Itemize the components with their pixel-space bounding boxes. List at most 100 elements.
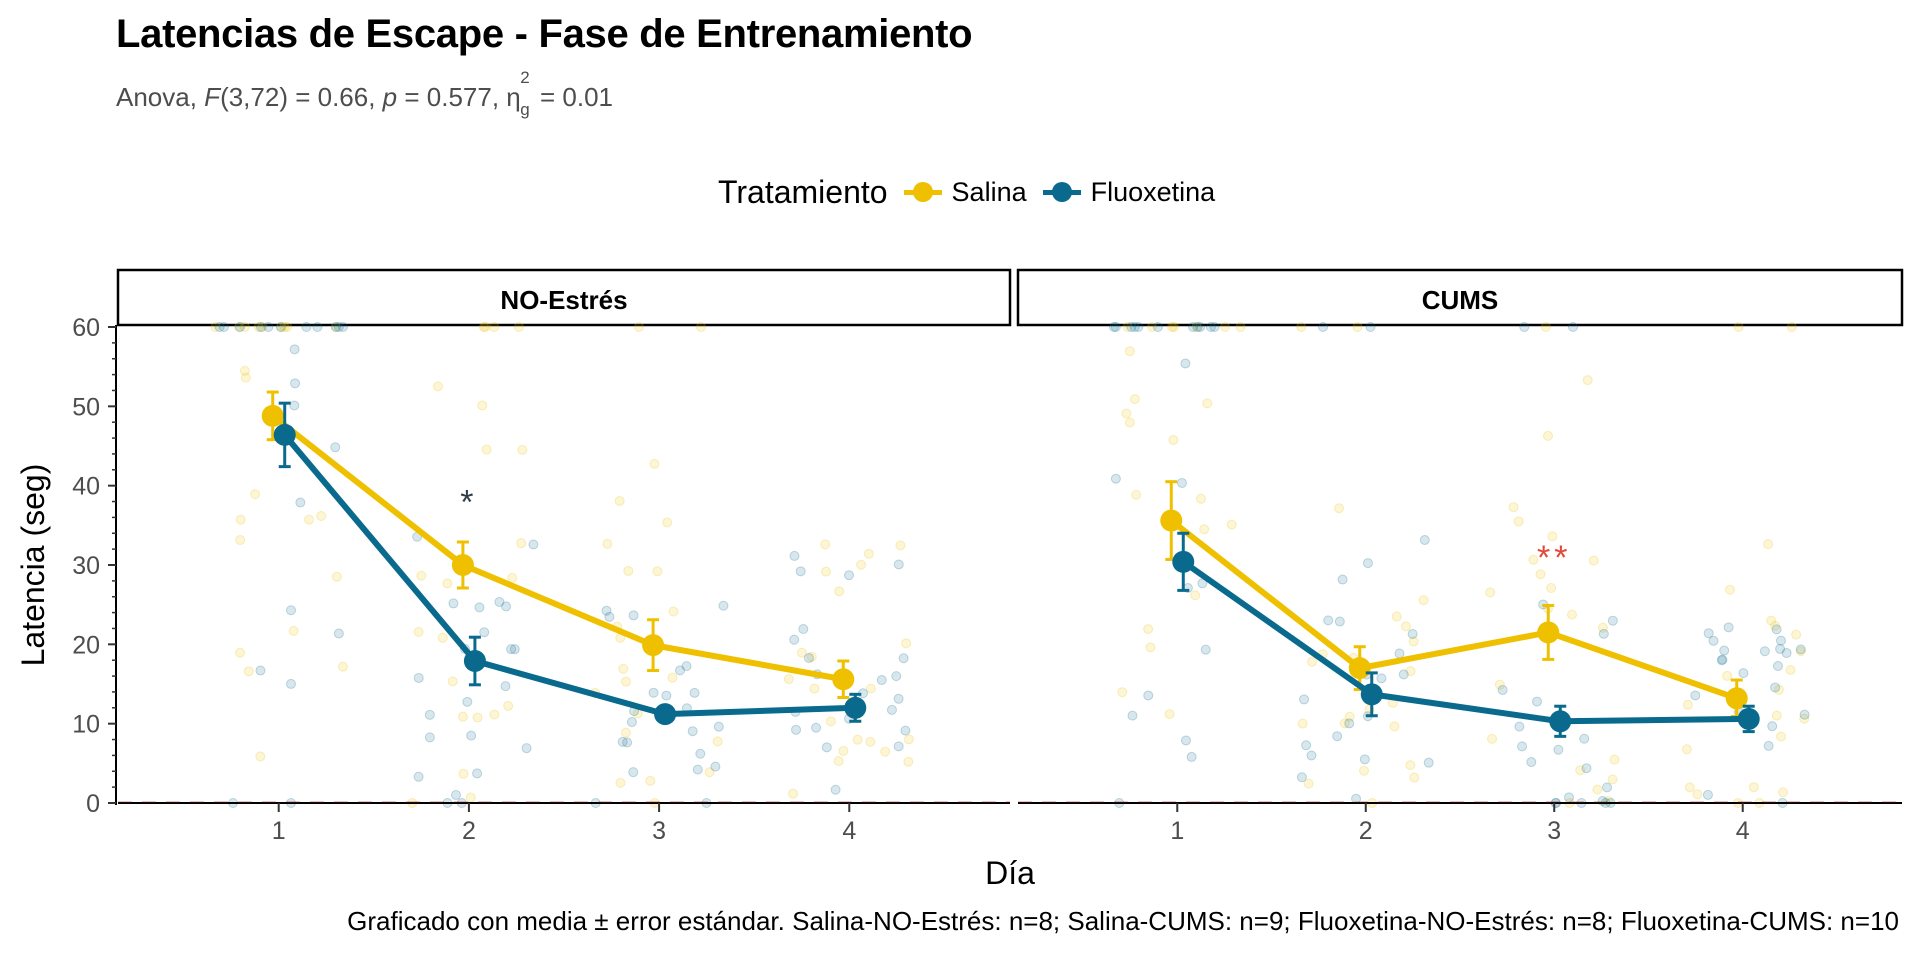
x-tick-label: 2 [462,817,476,845]
raw-point [1724,584,1735,595]
raw-point [1767,721,1778,732]
raw-point [1180,735,1191,746]
x-tick-label: 4 [1736,817,1750,845]
raw-point [1400,621,1411,632]
raw-point [1323,615,1334,626]
legend-key-fluoxetina [1041,174,1083,210]
raw-point [1540,322,1551,332]
raw-point [1391,611,1402,622]
raw-point [489,709,500,720]
raw-point [687,726,698,737]
raw-point [295,497,306,508]
data-point-salina [1725,687,1748,710]
raw-point [521,743,532,754]
raw-point [886,704,897,715]
facet-strip-label: CUMS [1422,285,1499,315]
raw-point [1791,629,1802,640]
raw-point [622,737,633,748]
raw-point [1108,322,1119,332]
raw-point [1602,782,1613,793]
subtitle-p-value: = 0.577, [397,82,507,112]
raw-point [796,647,807,658]
raw-point [243,666,254,677]
raw-point [820,566,831,577]
raw-point [1772,661,1783,672]
raw-point [214,322,225,332]
raw-point [1703,628,1714,639]
raw-point [1564,792,1575,803]
raw-point [1337,574,1348,585]
raw-point [1607,774,1618,785]
raw-point [1195,322,1206,332]
panel-cums: CUMS 1 2 3 4 ** [1016,268,1904,845]
raw-point [1394,648,1405,659]
raw-point [1235,322,1246,332]
raw-point [240,372,251,383]
raw-point [876,675,887,686]
raw-point [1526,757,1537,768]
y-tick-label: 40 [72,473,100,501]
data-point-salina [832,668,855,691]
data-point-fluoxetina [1549,710,1572,733]
raw-point [413,626,424,637]
raw-point [218,322,229,332]
raw-point [1497,684,1508,695]
raw-point [450,789,461,800]
raw-point [1124,417,1135,428]
raw-point [276,322,287,332]
raw-point [1770,620,1781,631]
raw-point [1567,609,1578,620]
raw-point [1723,622,1734,633]
raw-point [895,540,906,551]
legend-title: Tratamiento [718,173,888,210]
y-tick-label: 50 [72,393,100,421]
raw-point [437,632,448,643]
raw-point [652,566,663,577]
raw-point [628,767,639,778]
raw-point [1129,394,1140,405]
raw-point [516,538,527,549]
raw-point [1419,534,1430,545]
raw-point [1188,322,1199,332]
raw-point [1405,666,1416,677]
raw-point [696,322,707,332]
raw-point [695,748,706,759]
raw-point [1176,477,1187,488]
raw-point [893,693,904,704]
raw-point [1799,713,1810,724]
raw-point [856,559,867,570]
x-tick-label: 2 [1359,817,1373,845]
raw-point [1303,778,1314,789]
y-tick-label: 30 [72,552,100,580]
raw-point [331,571,342,582]
raw-point [1607,615,1618,626]
raw-point [1542,430,1553,441]
data-point-salina [1348,657,1371,680]
y-tick-label: 20 [72,631,100,659]
x-tick-label: 3 [1547,817,1561,845]
raw-point [1362,558,1373,569]
x-tick-label: 1 [272,817,286,845]
raw-point [416,570,427,581]
raw-point [1339,718,1350,729]
legend-key-salina-point [912,182,933,202]
raw-point [1514,721,1525,732]
raw-point [1205,322,1216,332]
raw-point [257,322,268,332]
raw-point [806,651,817,662]
series-line-fluoxetina [1181,559,1749,725]
raw-point [466,730,477,741]
raw-point [528,539,539,550]
raw-point [1306,750,1317,761]
raw-point [1145,642,1156,653]
raw-point [1359,765,1370,776]
raw-point [1795,644,1806,655]
subtitle-f-value: (3,72) = 0.66, [220,82,383,112]
raw-point [1344,711,1355,722]
chart-caption: Graficado con media ± error estándar. Sa… [347,906,1899,936]
raw-point [880,746,891,757]
raw-point [1598,628,1609,639]
raw-point [852,734,863,745]
